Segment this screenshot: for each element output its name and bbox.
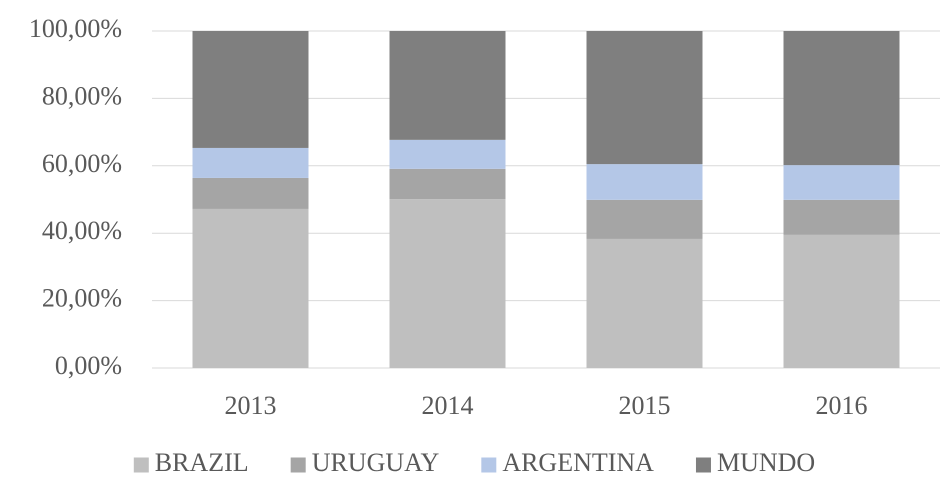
x-tick-label: 2014 (422, 391, 474, 420)
legend-label: URUGUAY (312, 448, 440, 477)
x-tick-label: 2016 (816, 391, 868, 420)
legend-label: BRAZIL (155, 448, 249, 477)
bar-segment (586, 31, 703, 165)
bar-segment (389, 199, 506, 368)
bar-segment (192, 208, 309, 368)
bar-segment (389, 139, 506, 169)
legend-label: ARGENTINA (502, 448, 654, 477)
bar-segment (389, 31, 506, 140)
legend-swatch (290, 457, 306, 473)
legend-item: MUNDO (695, 448, 815, 477)
legend-swatch (133, 457, 149, 473)
y-tick-label: 0,00% (55, 351, 122, 380)
legend-label: MUNDO (717, 448, 815, 477)
legend-swatch (695, 457, 711, 473)
bar-segment (783, 31, 900, 166)
bar-segment (192, 31, 309, 148)
bar-segment (192, 147, 309, 178)
y-tick-label: 80,00% (42, 81, 122, 110)
y-tick-label: 60,00% (42, 149, 122, 178)
legend-item: URUGUAY (290, 448, 440, 477)
bar-segment (783, 234, 900, 368)
bar-segment (586, 164, 703, 200)
x-tick-label: 2013 (225, 391, 277, 420)
legend-swatch (481, 457, 497, 473)
legend-item: ARGENTINA (481, 448, 654, 477)
bar-segment (783, 199, 900, 235)
y-tick-label: 20,00% (42, 284, 122, 313)
legend-item: BRAZIL (133, 448, 249, 477)
bar-segment (192, 177, 309, 209)
bar-segment (586, 238, 703, 368)
y-tick-label: 40,00% (42, 216, 122, 245)
x-tick-label: 2015 (619, 391, 671, 420)
bar-segment (586, 199, 703, 239)
y-tick-label: 100,00% (29, 14, 122, 43)
bar-segment (783, 165, 900, 200)
bar-segment (389, 168, 506, 200)
